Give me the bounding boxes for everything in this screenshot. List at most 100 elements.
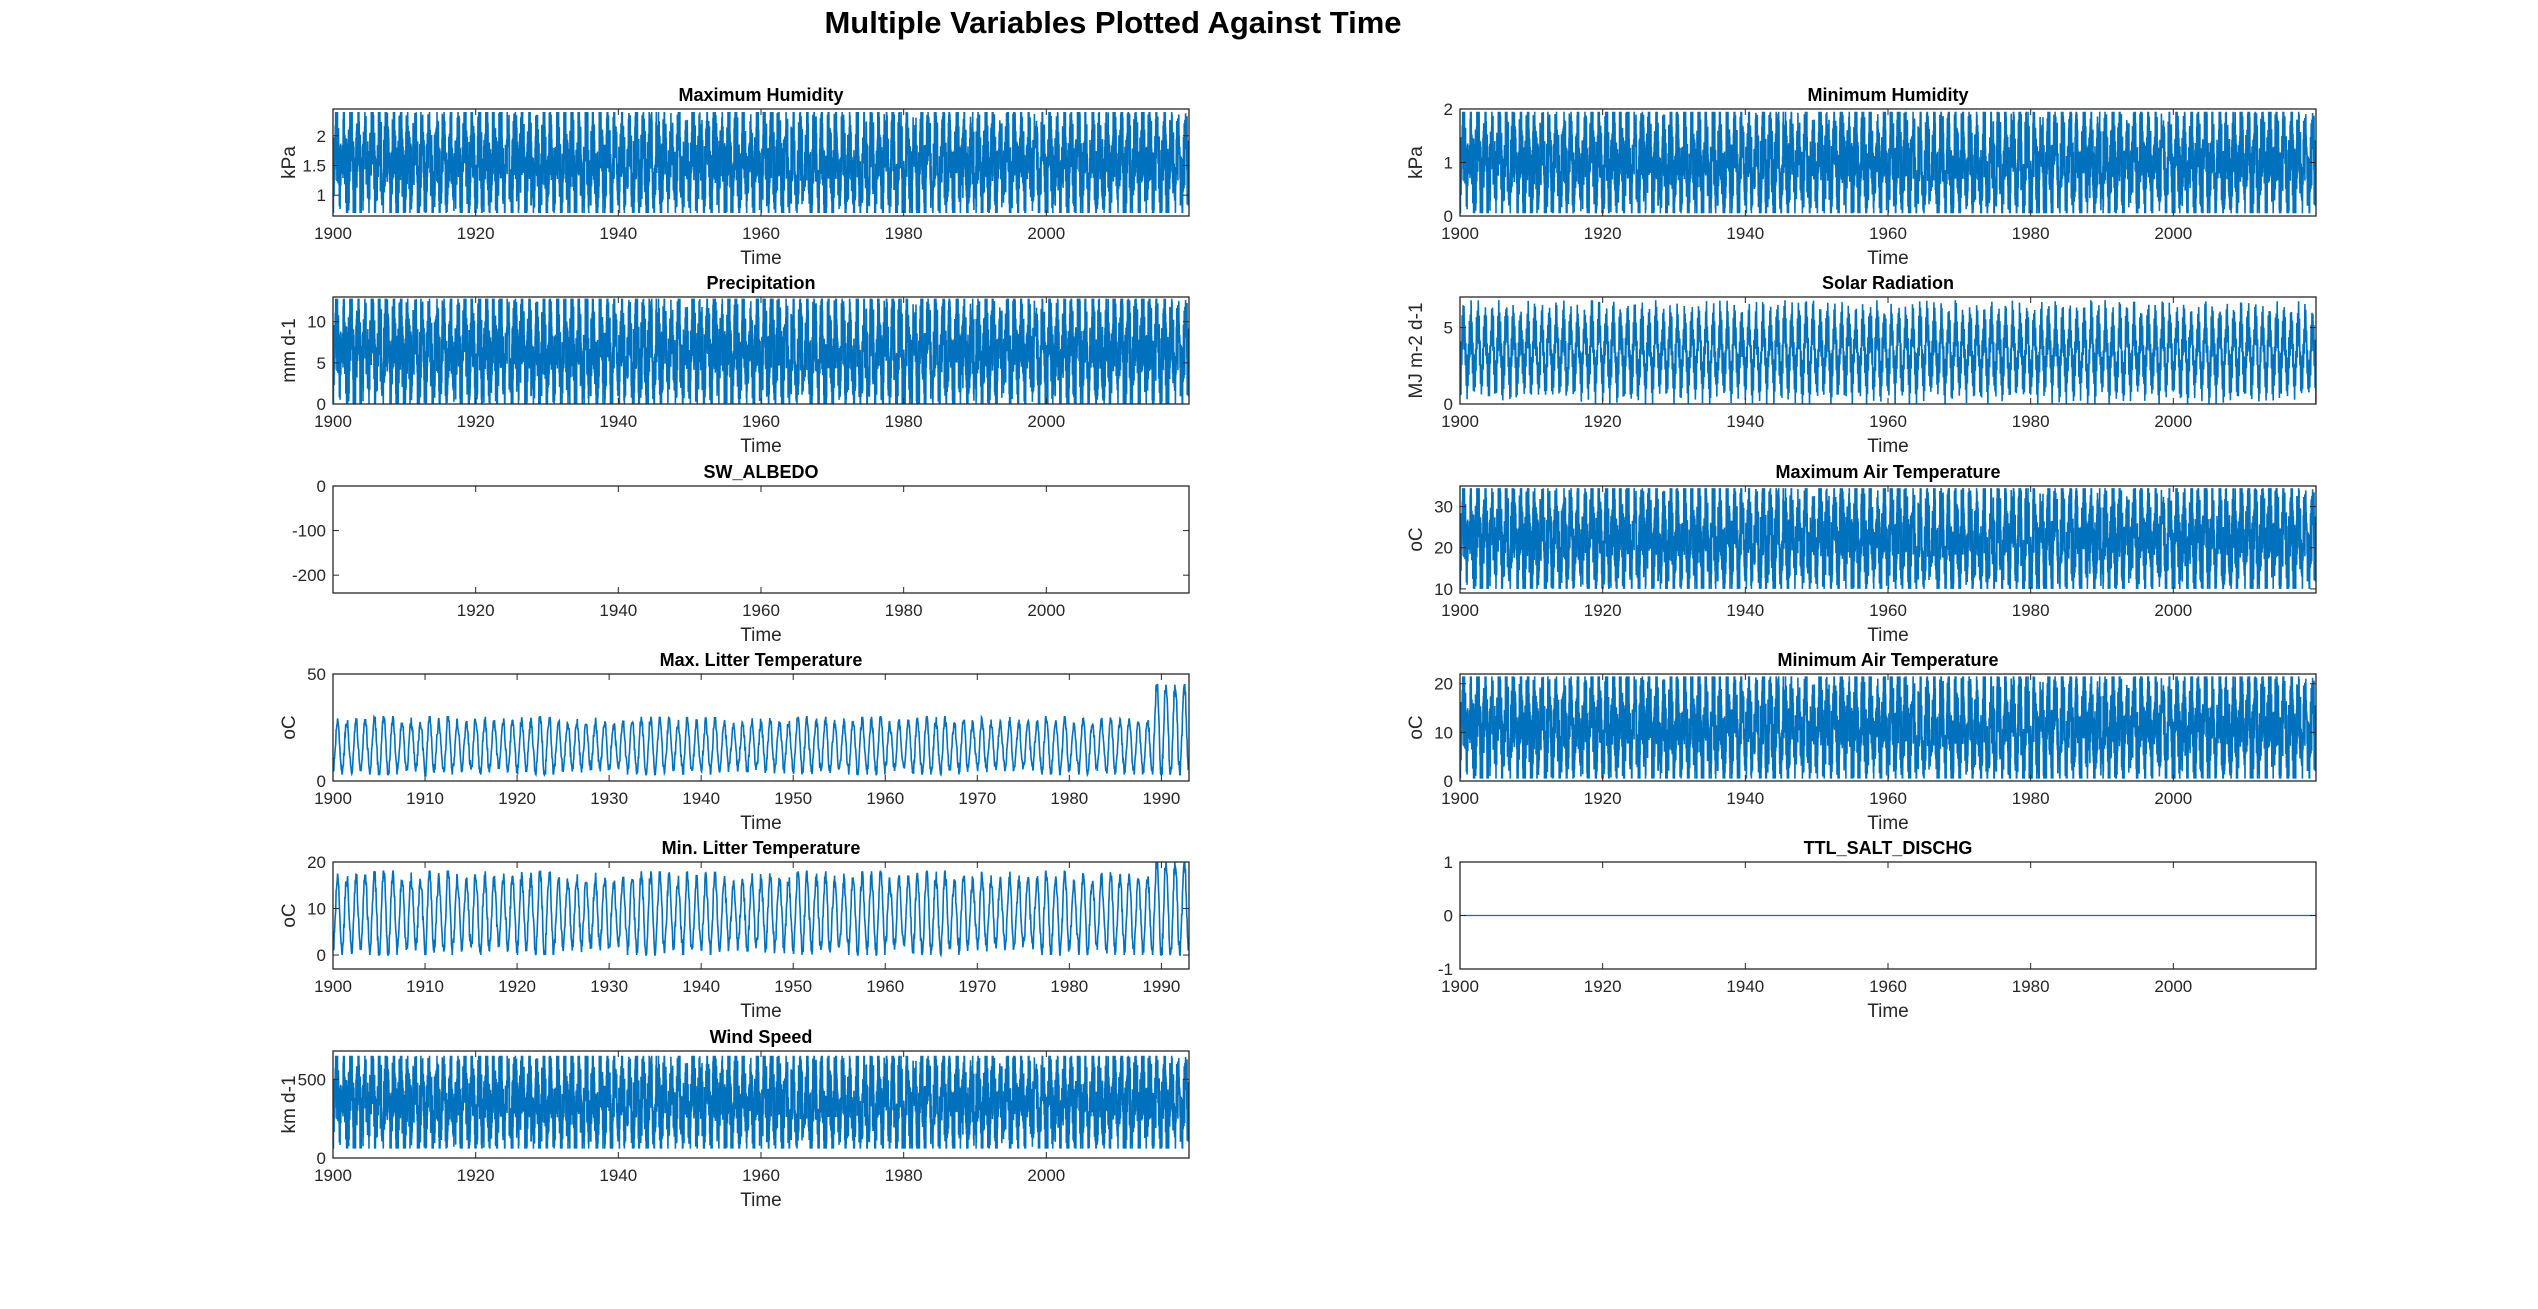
x-tick-label: 1910 xyxy=(406,977,444,996)
x-tick-label: 2000 xyxy=(2154,977,2192,996)
x-tick-label: 1940 xyxy=(1726,412,1764,431)
x-tick-label: 1900 xyxy=(314,789,352,808)
x-tick-label: 1980 xyxy=(2012,224,2050,243)
x-tick-label: 1920 xyxy=(1584,977,1622,996)
y-tick-label: 0 xyxy=(317,1149,326,1168)
subplot-sw-albedo: SW_ALBEDO 1920 1940 1960 1980 2000 -200 -100 0 Ti… xyxy=(292,462,1190,646)
x-tick-label: 2000 xyxy=(2154,412,2192,431)
figure-title: Multiple Variables Plotted Against Time xyxy=(824,5,1401,40)
x-axis-label: Time xyxy=(1867,436,1909,457)
x-tick-label: 1980 xyxy=(2012,601,2050,620)
subplot-title: Minimum Humidity xyxy=(1808,85,1969,105)
series-line xyxy=(333,298,1189,404)
x-axis-label: Time xyxy=(1867,1001,1909,1022)
y-tick-label: 2 xyxy=(1444,100,1453,119)
series-line xyxy=(1460,488,2316,589)
y-tick-label: -1 xyxy=(1438,960,1453,979)
x-tick-label: 2000 xyxy=(1027,601,1065,620)
x-tick-label: 1930 xyxy=(590,977,628,996)
y-tick-label: 20 xyxy=(307,853,326,872)
y-tick-label: 10 xyxy=(307,900,326,919)
x-tick-label: 1960 xyxy=(742,224,780,243)
subplot-title: Max. Litter Temperature xyxy=(660,650,863,670)
subplot-max-litter-temp: Max. Litter Temperature 1900 1910 1920 1930 1… xyxy=(279,650,1190,834)
x-tick-label: 1950 xyxy=(774,789,812,808)
y-tick-label: 0 xyxy=(1444,772,1453,791)
x-tick-label: 2000 xyxy=(2154,601,2192,620)
x-tick-label: 1980 xyxy=(2012,412,2050,431)
subplot-title: TTL_SALT_DISCHG xyxy=(1804,838,1973,858)
x-tick-label: 1980 xyxy=(1050,789,1088,808)
x-tick-label: 1920 xyxy=(457,601,495,620)
x-tick-label: 1940 xyxy=(682,977,720,996)
y-tick-label: 1 xyxy=(317,186,326,205)
x-tick-label: 1960 xyxy=(742,601,780,620)
y-tick-label: 0 xyxy=(317,395,326,414)
y-axis-label: oC xyxy=(279,903,300,927)
x-tick-label: 1990 xyxy=(1142,977,1180,996)
y-tick-label: 50 xyxy=(307,665,326,684)
x-tick-label: 1900 xyxy=(314,977,352,996)
x-tick-label: 1960 xyxy=(1869,412,1907,431)
x-axis-label: Time xyxy=(740,1190,782,1211)
subplot-title: Maximum Humidity xyxy=(678,85,843,105)
y-tick-label: 0 xyxy=(317,477,326,496)
x-tick-label: 1940 xyxy=(1726,789,1764,808)
x-tick-label: 1920 xyxy=(498,789,536,808)
x-tick-label: 1900 xyxy=(1441,789,1479,808)
x-tick-label: 1960 xyxy=(1869,977,1907,996)
x-tick-label: 1990 xyxy=(1142,789,1180,808)
subplot-min-humidity: Minimum Humidity 1900 1920 1940 1960 1980 2000… xyxy=(1406,85,2317,269)
y-tick-label: 10 xyxy=(1434,723,1453,742)
subplot-title: Precipitation xyxy=(706,273,815,293)
subplot-title: SW_ALBEDO xyxy=(703,462,818,482)
y-tick-label: -200 xyxy=(292,566,326,585)
x-tick-label: 1980 xyxy=(2012,977,2050,996)
y-tick-label: 5 xyxy=(317,354,326,373)
x-tick-label: 1970 xyxy=(958,977,996,996)
subplot-precipitation: Precipitation 1900 1920 1940 1960 1980 2000 0 5 1… xyxy=(279,273,1190,457)
x-tick-label: 2000 xyxy=(1027,224,1065,243)
x-tick-label: 1900 xyxy=(1441,601,1479,620)
subplot-min-litter-temp: Min. Litter Temperature 1900 1910 1920 1930 1… xyxy=(279,838,1190,1022)
y-tick-label: 1.5 xyxy=(302,156,326,175)
y-tick-label: 20 xyxy=(1434,675,1453,694)
y-tick-label: 0 xyxy=(1444,395,1453,414)
x-tick-label: 1940 xyxy=(682,789,720,808)
y-tick-label: 1 xyxy=(1444,853,1453,872)
x-tick-label: 1940 xyxy=(1726,601,1764,620)
subplot-title: Min. Litter Temperature xyxy=(662,838,861,858)
subplot-title: Minimum Air Temperature xyxy=(1777,650,1998,670)
x-axis-label: Time xyxy=(740,813,782,834)
x-tick-label: 1920 xyxy=(498,977,536,996)
x-tick-label: 1940 xyxy=(599,1166,637,1185)
x-axis-label: Time xyxy=(1867,248,1909,269)
series-line xyxy=(333,111,1189,214)
x-tick-label: 1980 xyxy=(2012,789,2050,808)
subplot-max-air-temp: Maximum Air Temperature 1900 1920 1940 1960 1… xyxy=(1406,462,2317,646)
y-axis-label: mm d-1 xyxy=(279,318,300,382)
x-tick-label: 1910 xyxy=(406,789,444,808)
x-tick-label: 1980 xyxy=(885,224,923,243)
y-axis-label: oC xyxy=(1406,527,1427,551)
y-tick-label: 10 xyxy=(1434,580,1453,599)
series-line xyxy=(333,1055,1189,1149)
x-tick-label: 1960 xyxy=(1869,789,1907,808)
subplot-wind-speed: Wind Speed 1900 1920 1940 1960 1980 2000 0 500 Ti… xyxy=(279,1027,1190,1211)
x-axis-label: Time xyxy=(740,1001,782,1022)
x-tick-label: 1900 xyxy=(1441,224,1479,243)
subplot-min-air-temp: Minimum Air Temperature 1900 1920 1940 1960 1… xyxy=(1406,650,2317,834)
subplot-solar-radiation: Solar Radiation 1900 1920 1940 1960 1980 2000 0… xyxy=(1406,273,2317,457)
y-tick-label: 1 xyxy=(1444,154,1453,173)
x-tick-label: 1900 xyxy=(1441,977,1479,996)
subplot-ttl-salt-dischg: TTL_SALT_DISCHG 1900 1920 1940 1960 1980 2000 -… xyxy=(1438,838,2317,1022)
subplot-title: Solar Radiation xyxy=(1822,273,1954,293)
x-tick-label: 1980 xyxy=(885,412,923,431)
x-axis-label: Time xyxy=(740,248,782,269)
x-tick-label: 1920 xyxy=(457,1166,495,1185)
x-axis-label: Time xyxy=(740,436,782,457)
x-tick-label: 1940 xyxy=(599,412,637,431)
x-tick-label: 1930 xyxy=(590,789,628,808)
x-tick-label: 1960 xyxy=(742,412,780,431)
